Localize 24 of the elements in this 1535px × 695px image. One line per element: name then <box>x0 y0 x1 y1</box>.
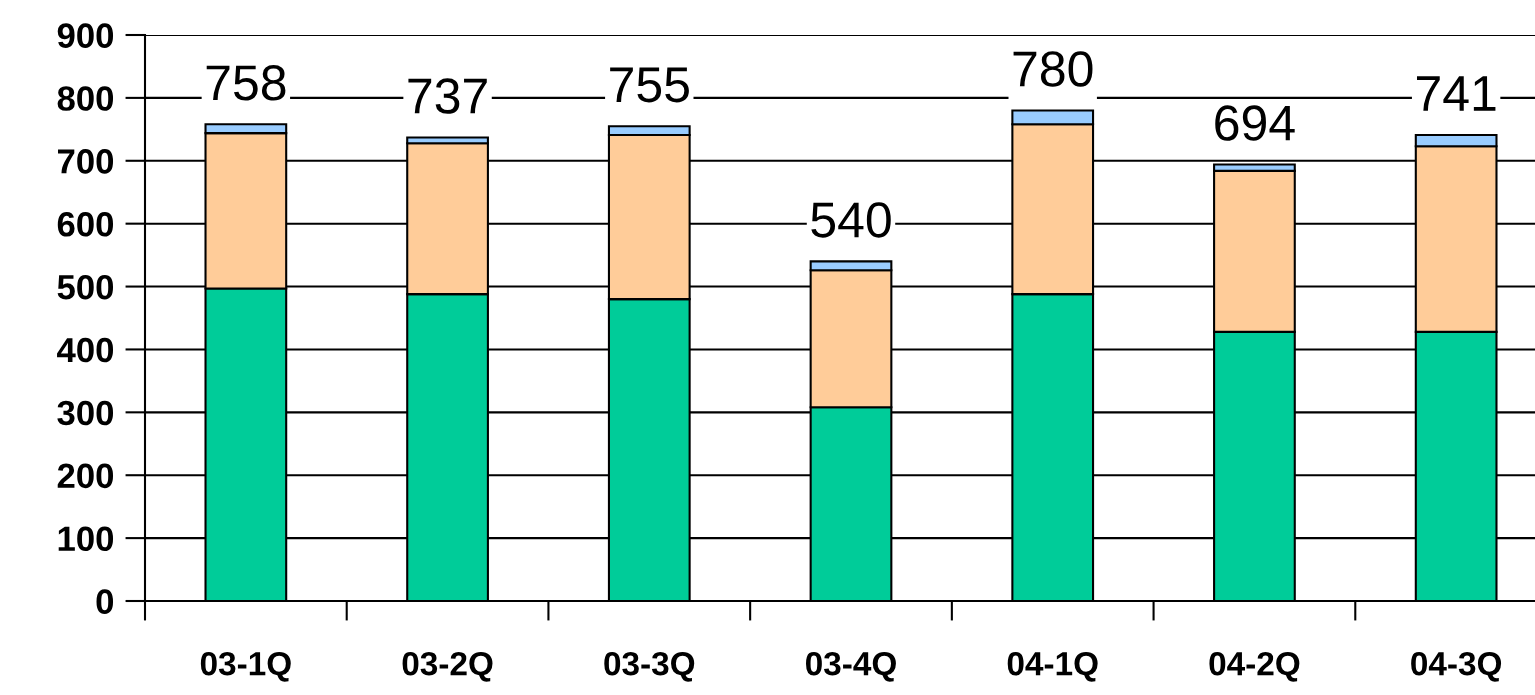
y-tick-label: 0 <box>96 589 114 614</box>
y-tick-label: 800 <box>57 86 114 111</box>
x-tick-label: 03-2Q <box>402 651 493 682</box>
x-tick-label: 04-2Q <box>1209 651 1300 682</box>
total-label: 694 <box>1215 105 1295 141</box>
total-label: 780 <box>1013 51 1093 87</box>
total-label: 755 <box>610 67 689 103</box>
y-tick-label: 600 <box>57 212 114 237</box>
x-tick-label: 03-4Q <box>806 651 896 682</box>
total-label: 540 <box>811 202 891 238</box>
x-tick-label: 04-3Q <box>1411 651 1502 682</box>
y-tick-label: 900 <box>57 23 114 48</box>
x-tick-label: 03-3Q <box>604 651 695 682</box>
x-tick-label: 03-1Q <box>200 651 291 682</box>
y-tick-label: 500 <box>57 274 114 300</box>
y-tick-label: 400 <box>57 337 114 363</box>
total-label: 737 <box>408 78 487 114</box>
y-tick-label: 200 <box>57 463 114 489</box>
total-label: 741 <box>1417 76 1496 111</box>
x-tick-label: 04-1Q <box>1007 651 1098 682</box>
y-tick-label: 100 <box>58 526 114 552</box>
total-label: 758 <box>206 65 286 101</box>
y-tick-label: 700 <box>58 149 114 174</box>
y-tick-label: 300 <box>57 400 114 426</box>
